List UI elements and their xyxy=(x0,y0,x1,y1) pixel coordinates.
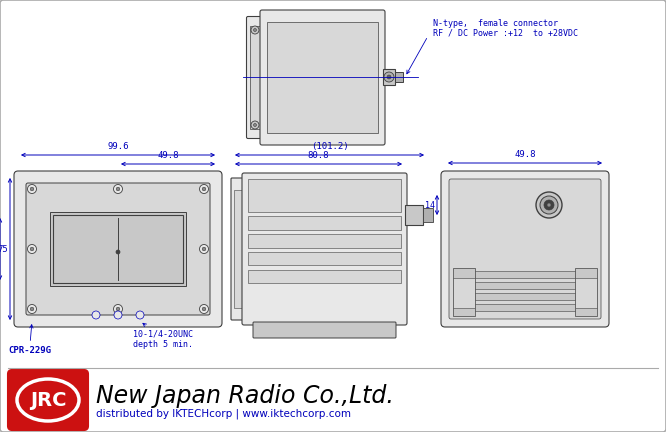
Circle shape xyxy=(251,26,259,34)
Text: N-type,  female connector: N-type, female connector xyxy=(433,19,558,28)
Bar xyxy=(475,293,575,300)
Bar xyxy=(453,278,475,308)
Bar xyxy=(248,252,401,265)
FancyBboxPatch shape xyxy=(231,178,245,320)
FancyBboxPatch shape xyxy=(449,179,601,319)
FancyBboxPatch shape xyxy=(242,173,407,325)
Circle shape xyxy=(113,305,123,314)
Circle shape xyxy=(114,311,122,319)
Circle shape xyxy=(251,121,259,129)
Text: New Japan Radio Co.,Ltd.: New Japan Radio Co.,Ltd. xyxy=(96,384,394,408)
Bar xyxy=(395,72,403,82)
FancyBboxPatch shape xyxy=(441,171,609,327)
Text: 10-1/4-20UNC
depth 5 min.: 10-1/4-20UNC depth 5 min. xyxy=(133,323,193,349)
Text: JRC: JRC xyxy=(30,391,66,410)
Bar xyxy=(383,69,395,85)
Bar xyxy=(53,215,183,283)
Circle shape xyxy=(202,247,206,251)
FancyBboxPatch shape xyxy=(8,370,88,430)
Circle shape xyxy=(547,203,551,207)
Text: 14: 14 xyxy=(425,200,435,210)
Circle shape xyxy=(136,311,144,319)
Bar xyxy=(475,304,575,311)
Circle shape xyxy=(200,184,208,194)
Circle shape xyxy=(202,187,206,191)
Text: 49.8: 49.8 xyxy=(514,150,535,159)
Bar xyxy=(248,179,401,212)
Bar xyxy=(248,234,401,248)
Text: 49.8: 49.8 xyxy=(157,151,178,160)
FancyBboxPatch shape xyxy=(14,171,222,327)
Bar xyxy=(248,270,401,283)
Bar xyxy=(405,205,423,225)
Bar xyxy=(475,282,575,289)
Circle shape xyxy=(30,307,34,311)
FancyBboxPatch shape xyxy=(26,183,210,315)
Text: distributed by IKTECHcorp | www.iktechcorp.com: distributed by IKTECHcorp | www.iktechco… xyxy=(96,409,351,419)
FancyBboxPatch shape xyxy=(0,0,666,432)
Circle shape xyxy=(536,192,562,218)
Circle shape xyxy=(30,187,34,191)
Text: 99.6: 99.6 xyxy=(107,142,129,151)
Bar xyxy=(50,212,186,286)
Bar xyxy=(248,216,401,230)
Circle shape xyxy=(254,29,256,32)
Bar xyxy=(250,26,260,129)
FancyBboxPatch shape xyxy=(246,16,264,139)
Circle shape xyxy=(387,75,391,79)
Text: 75: 75 xyxy=(0,245,8,254)
Bar xyxy=(575,268,597,316)
Circle shape xyxy=(202,307,206,311)
Text: (101.2): (101.2) xyxy=(310,142,348,151)
Text: RF / DC Power :+12  to +28VDC: RF / DC Power :+12 to +28VDC xyxy=(433,28,578,37)
Circle shape xyxy=(27,305,37,314)
Circle shape xyxy=(200,305,208,314)
Circle shape xyxy=(384,72,394,82)
Bar xyxy=(267,22,378,133)
Circle shape xyxy=(116,307,120,311)
Text: CPR-229G: CPR-229G xyxy=(8,325,51,355)
Circle shape xyxy=(540,196,558,214)
Bar xyxy=(423,208,433,222)
FancyBboxPatch shape xyxy=(253,322,396,338)
Bar xyxy=(453,268,475,316)
Bar xyxy=(234,190,242,308)
FancyBboxPatch shape xyxy=(260,10,385,145)
Bar xyxy=(575,278,597,308)
Circle shape xyxy=(30,247,34,251)
Circle shape xyxy=(544,200,554,210)
Circle shape xyxy=(92,311,100,319)
Circle shape xyxy=(27,184,37,194)
Circle shape xyxy=(200,245,208,254)
Text: 80.8: 80.8 xyxy=(308,151,329,160)
Circle shape xyxy=(116,187,120,191)
Circle shape xyxy=(254,124,256,127)
Bar xyxy=(475,271,575,278)
Circle shape xyxy=(27,245,37,254)
Circle shape xyxy=(116,250,120,254)
Circle shape xyxy=(113,184,123,194)
